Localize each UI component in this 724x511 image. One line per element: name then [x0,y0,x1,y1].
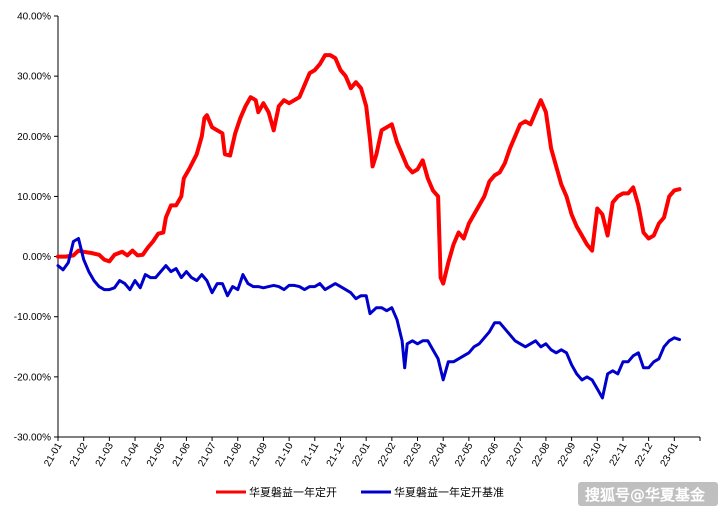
y-tick-label: 20.00% [17,132,51,143]
legend-label-fund: 华夏磐益一年定开 [249,485,337,499]
y-tick-label: 0.00% [23,252,51,263]
series-line-fund [56,53,682,286]
series-layer [56,53,682,400]
y-tick-label: -20.00% [14,372,51,383]
y-tick-label: 10.00% [17,192,51,203]
watermark-background [578,482,718,506]
legend-label-benchmark: 华夏磐益一年定开基准 [394,485,504,499]
y-tick-label: -10.00% [14,312,51,323]
y-tick-label: 30.00% [17,72,51,83]
series-line-benchmark [56,237,681,400]
watermark-text: 搜狐号@华夏基金 [585,486,706,504]
y-tick-label: 40.00% [17,12,51,23]
watermark: 搜狐号@华夏基金 [578,482,718,506]
y-tick-label: -30.00% [14,433,51,444]
y-axis: -30.00% -20.00% -10.00% 0.00% 10.00% 20.00% 30… [14,12,58,444]
legend: 华夏磐益一年定开 华夏磐益一年定开基准 [216,485,504,499]
